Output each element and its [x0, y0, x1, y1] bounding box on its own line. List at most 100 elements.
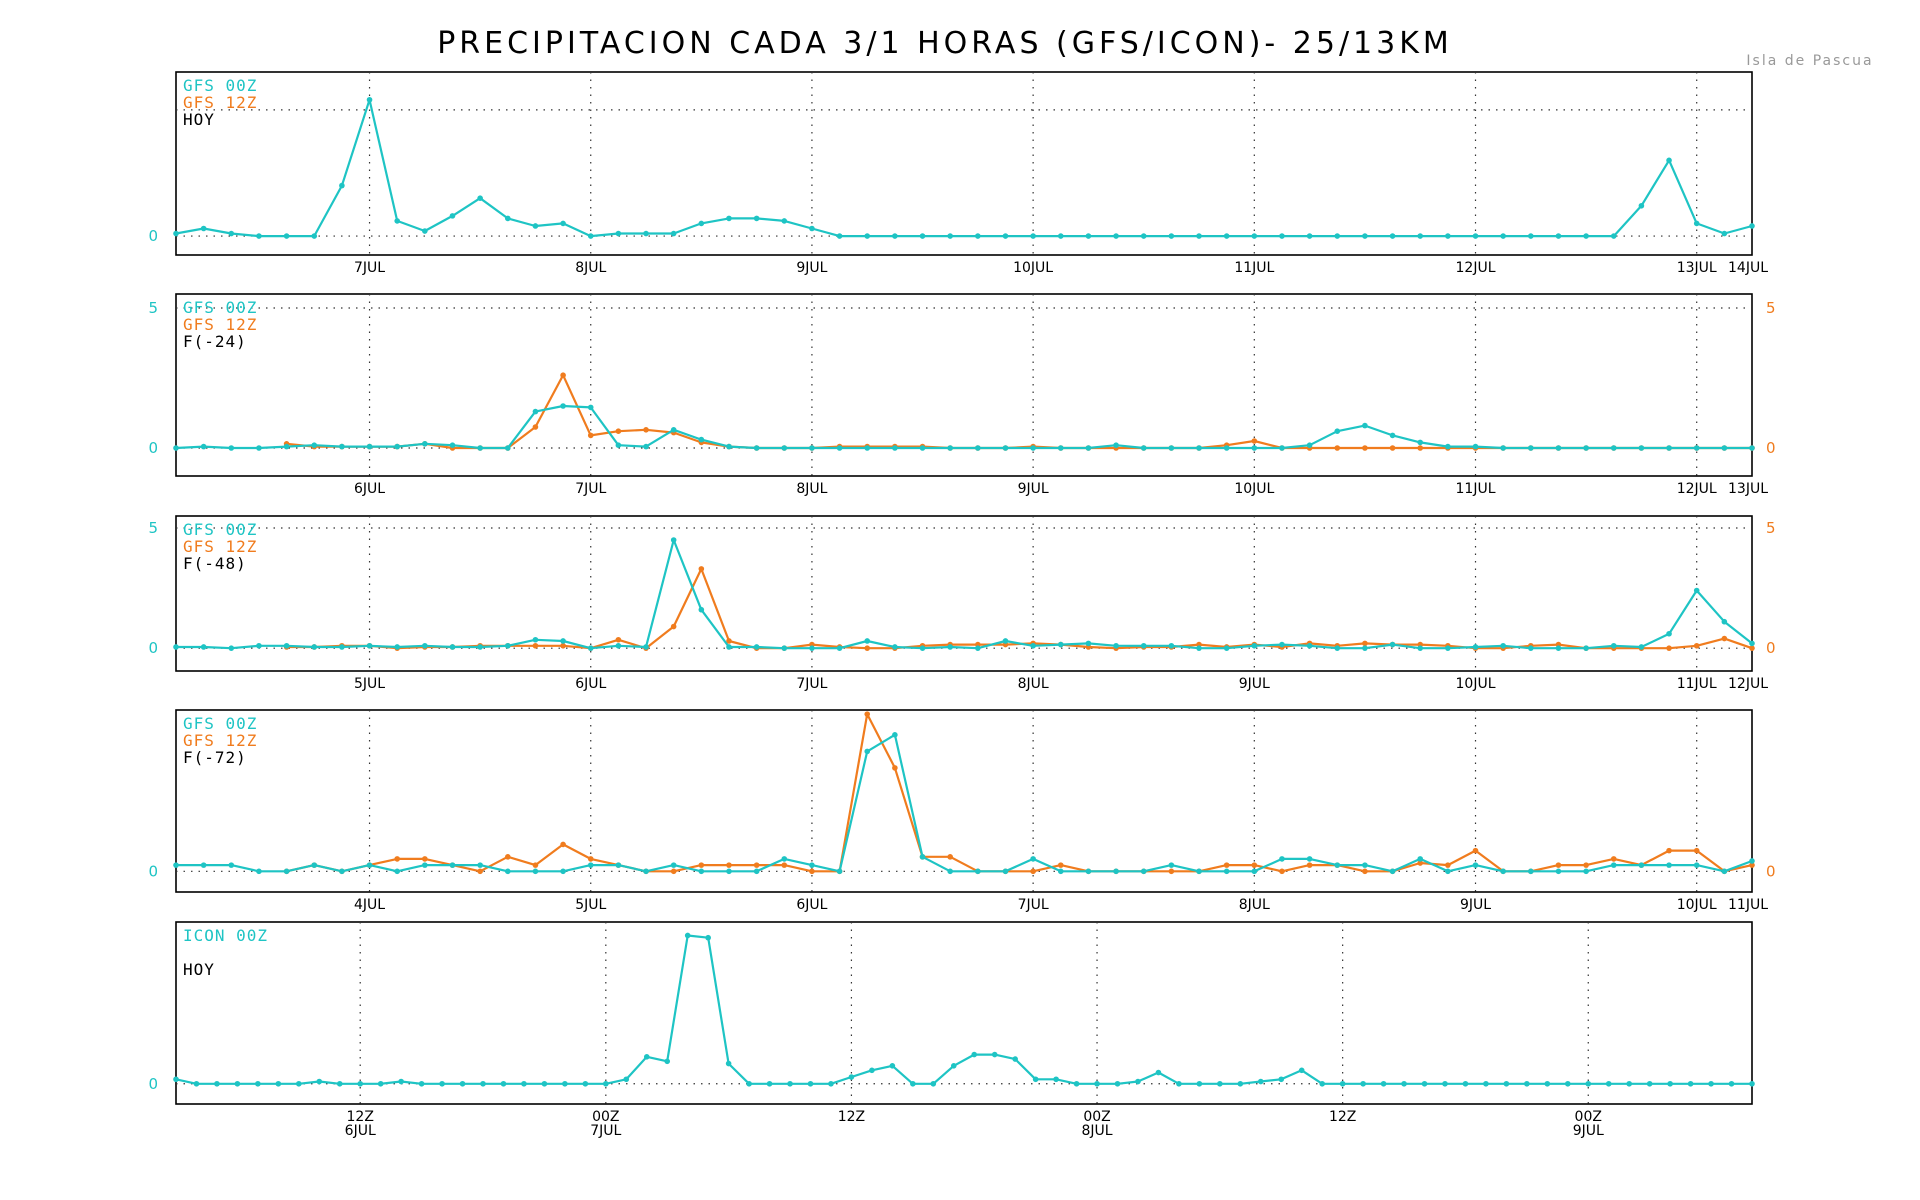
- data-point: [919, 645, 926, 651]
- data-point: [1389, 641, 1396, 648]
- data-point: [1113, 642, 1119, 649]
- data-point: [1168, 445, 1175, 451]
- data-point: [1442, 1080, 1448, 1087]
- data-point: [256, 445, 262, 451]
- series-line-gfs12: [286, 712, 1753, 873]
- legend-entry: ICON 00Z: [183, 926, 268, 945]
- panel-1: 7JUL 8JUL 9JUL 10JUL 11JUL 12JUL 13JUL 14JUL 0 GF…: [148, 71, 1768, 276]
- data-point: [1334, 862, 1341, 868]
- panel-frame: [175, 293, 1753, 477]
- data-point: [560, 220, 566, 227]
- data-point: [1251, 233, 1258, 239]
- data-point: [587, 404, 594, 411]
- x-tick-label: 7JUL: [1018, 897, 1049, 913]
- data-point: [1610, 642, 1617, 649]
- x-tick-label: 10JUL: [1456, 676, 1496, 692]
- data-point: [1279, 445, 1285, 451]
- data-point: [256, 233, 262, 239]
- chart-title: PRECIPITACION CADA 3/1 HORAS (GFS/ICON)-…: [437, 26, 1453, 61]
- data-point: [1417, 445, 1424, 451]
- data-point: [615, 442, 622, 449]
- data-point: [1528, 445, 1534, 451]
- data-point: [532, 642, 539, 649]
- data-point: [1002, 638, 1009, 644]
- x-tick-label: 9JUL: [1239, 676, 1270, 692]
- x-tick-label: 11JUL: [1728, 897, 1768, 913]
- data-point: [1687, 1080, 1694, 1087]
- data-point: [366, 862, 373, 868]
- data-point: [560, 642, 566, 649]
- data-point: [1389, 445, 1396, 451]
- x-tick-label: 8JUL: [575, 260, 606, 276]
- y-tick-label-left: 0: [148, 439, 158, 457]
- data-point: [200, 644, 207, 650]
- data-point: [1362, 445, 1368, 451]
- x-tick-sublabel: 6JUL: [345, 1123, 376, 1139]
- y-tick-label-right: 5: [1766, 519, 1776, 537]
- data-point: [869, 1067, 875, 1074]
- data-point: [1445, 868, 1451, 875]
- data-point: [1693, 587, 1700, 594]
- data-point: [339, 443, 345, 450]
- panel-frame: [175, 709, 1753, 893]
- data-point: [1749, 640, 1755, 647]
- data-point: [670, 862, 677, 868]
- data-point: [1583, 645, 1589, 651]
- x-tick-label: 7JUL: [354, 260, 385, 276]
- data-point: [698, 606, 705, 613]
- data-point: [975, 868, 981, 875]
- data-point: [705, 934, 711, 941]
- data-point: [919, 233, 926, 239]
- data-point: [698, 868, 705, 875]
- x-tick-label: 8JUL: [796, 481, 827, 497]
- legend-entry: HOY: [183, 960, 215, 979]
- data-point: [283, 443, 290, 450]
- data-point: [1085, 233, 1092, 239]
- data-point: [1693, 220, 1700, 227]
- series-line-gfs00: [176, 538, 1753, 650]
- data-point: [1610, 862, 1617, 868]
- data-point: [1223, 868, 1230, 875]
- data-point: [283, 868, 290, 875]
- x-tick-label: 14JUL: [1728, 260, 1768, 276]
- data-point: [1638, 862, 1645, 868]
- data-point: [394, 443, 400, 450]
- data-point: [336, 1080, 343, 1087]
- data-point: [1666, 445, 1672, 451]
- data-point: [1360, 1080, 1366, 1087]
- data-point: [1708, 1080, 1714, 1087]
- data-point: [394, 868, 400, 875]
- data-point: [1555, 868, 1562, 875]
- x-tick-label: 10JUL: [1677, 897, 1717, 913]
- data-point: [836, 645, 843, 651]
- data-point: [603, 1080, 609, 1087]
- data-point: [477, 644, 483, 650]
- data-point: [643, 230, 649, 237]
- data-point: [228, 230, 235, 237]
- y-tick-label-left: 5: [148, 519, 158, 537]
- data-point: [615, 428, 622, 435]
- data-point: [1279, 233, 1285, 239]
- data-point: [422, 441, 428, 447]
- data-point: [1721, 230, 1728, 237]
- data-point: [377, 1080, 384, 1087]
- data-point: [1528, 868, 1534, 875]
- data-point: [1298, 1067, 1305, 1074]
- data-point: [753, 644, 760, 650]
- data-point: [615, 230, 622, 237]
- data-point: [560, 372, 566, 379]
- x-tick-label: 12JUL: [1456, 260, 1496, 276]
- data-point: [1721, 868, 1728, 875]
- x-tick-sublabel: 9JUL: [1573, 1123, 1604, 1139]
- data-point: [532, 408, 539, 415]
- data-point: [560, 841, 566, 848]
- data-point: [684, 932, 691, 939]
- x-tick-label: 7JUL: [796, 676, 827, 692]
- y-tick-label-right: 5: [1766, 299, 1776, 317]
- data-point: [200, 443, 207, 450]
- data-point: [311, 442, 318, 449]
- data-point: [615, 862, 622, 868]
- data-point: [1605, 1080, 1612, 1087]
- data-point: [1389, 868, 1396, 875]
- data-point: [1176, 1080, 1182, 1087]
